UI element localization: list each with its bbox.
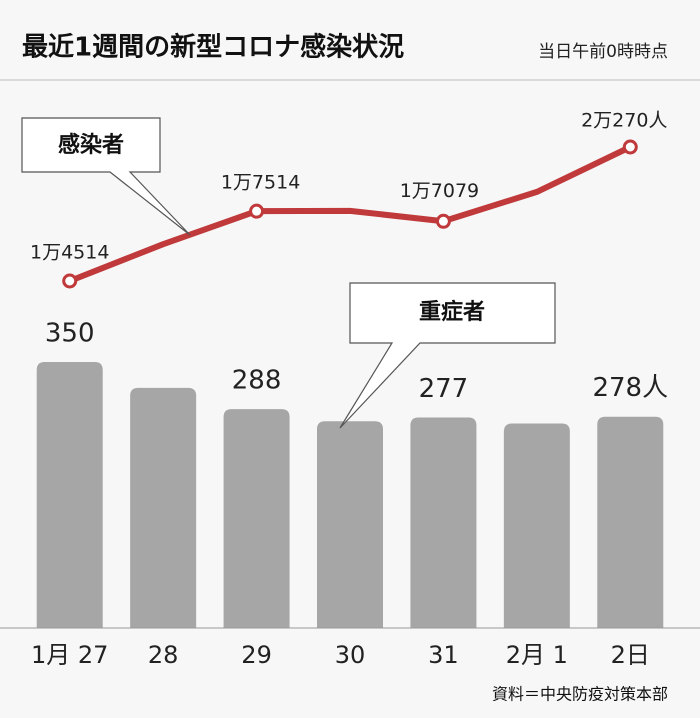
bar xyxy=(503,423,570,628)
point xyxy=(249,203,265,219)
legend-label: 感染者 xyxy=(58,132,124,158)
callout-box xyxy=(21,117,191,236)
x-tick-label: 30 xyxy=(335,641,366,669)
data-label: 350 xyxy=(45,319,95,349)
point xyxy=(622,139,638,155)
bar xyxy=(317,421,383,628)
bar xyxy=(36,362,103,628)
line xyxy=(68,144,632,284)
bar xyxy=(597,416,664,628)
data-label: 1万4514 xyxy=(30,242,109,264)
data-label: 2万270人 xyxy=(581,110,667,132)
callout: 感染者 xyxy=(21,117,191,236)
source: 資料＝中央防疫対策本部 xyxy=(492,685,668,704)
x-tick-label: 29 xyxy=(241,641,272,669)
bar xyxy=(223,409,290,628)
x-tick-label: 31 xyxy=(428,641,459,669)
chart-title: 最近1週間の新型コロナ感染状況 xyxy=(22,32,404,63)
chart-subtitle: 当日午前0時時点 xyxy=(538,42,668,62)
data-label: 277 xyxy=(419,374,469,404)
x-tick-label: 1月 27 xyxy=(31,641,108,669)
point xyxy=(62,273,78,289)
data-label: 1万7514 xyxy=(221,172,300,194)
x-tick-label: 2日 xyxy=(611,641,650,669)
bar xyxy=(130,387,197,628)
bar xyxy=(410,417,477,628)
plot: 350 288 277 278人 1万4514 1万7514 1万7079 2万270人 1月 … xyxy=(0,110,700,669)
callout-box xyxy=(339,282,556,429)
data-label: 278人 xyxy=(592,373,668,403)
callout: 重症者 xyxy=(339,282,556,429)
point xyxy=(435,213,451,229)
legend-label: 重症者 xyxy=(419,299,485,325)
data-label: 1万7079 xyxy=(400,180,479,202)
x-tick-label: 2月 1 xyxy=(506,641,568,669)
x-tick-label: 28 xyxy=(148,641,179,669)
data-label: 288 xyxy=(232,366,282,396)
